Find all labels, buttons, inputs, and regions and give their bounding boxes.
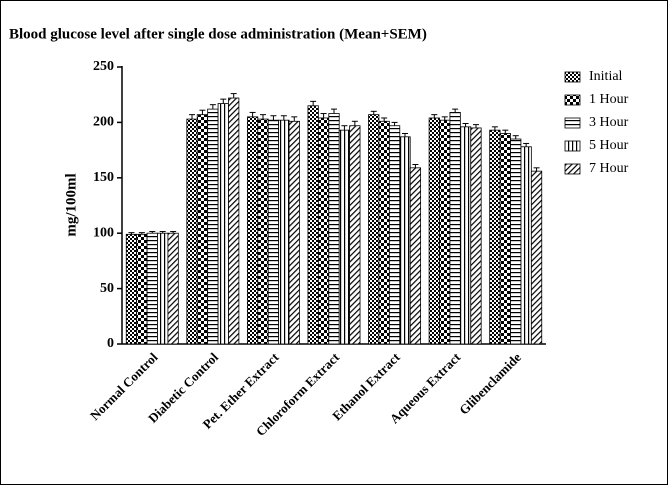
error-bar xyxy=(331,108,337,114)
legend-label: 5 Hour xyxy=(589,138,629,153)
chart-title: Blood glucose level after single dose ad… xyxy=(9,26,427,42)
bar xyxy=(499,133,511,345)
bar xyxy=(459,126,472,345)
bar xyxy=(409,167,422,345)
error-bar xyxy=(441,116,448,121)
error-bar xyxy=(391,121,398,126)
error-bar xyxy=(320,113,327,118)
error-bar xyxy=(230,93,237,99)
bar xyxy=(267,119,280,345)
y-tick-label: 0 xyxy=(107,336,114,351)
bar xyxy=(125,233,138,345)
error-bar xyxy=(502,129,509,134)
bar xyxy=(246,116,259,345)
error-bar xyxy=(159,231,166,234)
error-bar xyxy=(138,232,145,235)
error-bar xyxy=(149,231,156,234)
error-bar xyxy=(170,231,177,234)
legend-swatch xyxy=(564,94,581,106)
bar xyxy=(186,118,198,345)
error-bar xyxy=(189,114,196,120)
error-bar xyxy=(370,110,377,115)
error-bar xyxy=(412,164,419,168)
error-bar xyxy=(249,111,256,117)
error-bar xyxy=(381,117,388,122)
y-tick-label: 50 xyxy=(100,281,114,296)
error-bar xyxy=(128,232,135,235)
y-axis-label: mg/100ml xyxy=(63,173,79,236)
bar xyxy=(317,117,330,345)
bar xyxy=(146,232,158,345)
bar xyxy=(399,136,411,345)
error-bar xyxy=(280,115,287,121)
y-tick-label: 200 xyxy=(93,115,114,130)
y-tick-label: 150 xyxy=(93,170,114,185)
error-bar xyxy=(351,120,358,126)
legend-label: 3 Hour xyxy=(589,115,629,130)
error-bar xyxy=(220,98,227,104)
error-bar xyxy=(291,116,298,122)
bar xyxy=(439,119,451,345)
legend-swatch xyxy=(564,140,581,152)
legend-swatch xyxy=(564,117,581,129)
bar xyxy=(217,103,229,345)
bar xyxy=(257,118,269,345)
legend-label: 1 Hour xyxy=(589,92,629,107)
error-bar xyxy=(472,124,479,128)
error-bar xyxy=(452,108,459,113)
bar xyxy=(136,233,148,345)
y-tick-label: 250 xyxy=(93,59,114,74)
bar xyxy=(157,232,169,345)
error-bar xyxy=(523,142,530,147)
error-bar xyxy=(270,115,277,121)
error-bar xyxy=(310,100,317,106)
error-bar xyxy=(462,123,469,127)
bar xyxy=(288,120,300,345)
error-bar xyxy=(199,109,206,115)
legend-label: Initial xyxy=(589,69,623,84)
error-bar xyxy=(209,104,216,110)
error-bar xyxy=(341,125,348,131)
bar xyxy=(520,146,532,345)
bar xyxy=(349,125,361,345)
error-bar xyxy=(491,126,498,131)
legend-swatch xyxy=(564,163,581,175)
legend-label: 7 Hour xyxy=(589,161,629,176)
bar xyxy=(378,120,390,345)
error-bar xyxy=(512,135,519,140)
bar xyxy=(338,129,351,345)
legend-swatch xyxy=(564,71,581,83)
bar xyxy=(388,125,401,345)
bar xyxy=(278,119,290,345)
bar xyxy=(368,114,380,345)
bar xyxy=(207,108,219,345)
bar xyxy=(449,112,461,345)
error-bar xyxy=(260,114,267,120)
error-bar xyxy=(401,132,408,137)
bar xyxy=(228,97,240,345)
bar xyxy=(307,105,319,345)
bar xyxy=(167,232,179,345)
bar xyxy=(428,117,440,345)
bar xyxy=(196,114,209,345)
bar xyxy=(328,113,340,345)
bar xyxy=(489,129,501,345)
bar xyxy=(530,170,543,345)
error-bar xyxy=(533,167,540,172)
error-bar xyxy=(431,114,438,118)
bar xyxy=(510,138,522,345)
y-tick-label: 100 xyxy=(93,225,114,240)
bar xyxy=(470,127,482,345)
